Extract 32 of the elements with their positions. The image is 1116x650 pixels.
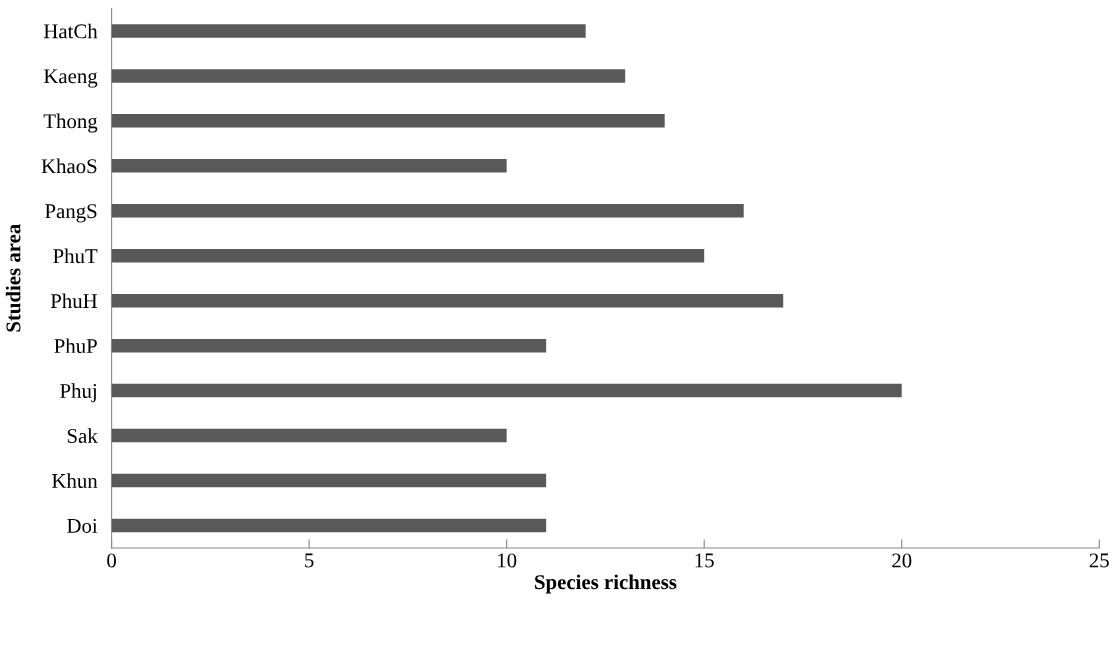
y-tick-label: Sak [67, 428, 98, 443]
y-tick-label: PhuT [53, 248, 98, 264]
y-axis-title: Studies area [5, 224, 21, 332]
bar [111, 518, 547, 533]
x-tick-label: 10 [498, 553, 517, 568]
x-axis-title: Species richness [535, 574, 677, 594]
y-tick-label: PhuH [50, 293, 98, 309]
bar [111, 204, 744, 218]
x-tick-label: 5 [305, 553, 314, 568]
y-tick-label: KhaoS [41, 158, 97, 174]
bar [111, 473, 547, 488]
bar [111, 293, 784, 308]
x-tick-label: 0 [107, 553, 117, 568]
bar [111, 248, 705, 263]
y-tick-label: Doi [67, 518, 98, 533]
y-tick-label: Khun [52, 473, 98, 488]
x-tick-label: 25 [1089, 553, 1109, 568]
y-tick-label: HatCh [43, 23, 98, 39]
bar [111, 383, 902, 398]
bar [111, 24, 586, 38]
y-tick-label: Phuj [60, 383, 96, 403]
bar [111, 114, 665, 128]
y-tick-label: PhuP [54, 338, 97, 354]
x-tick-label: 20 [892, 553, 912, 568]
x-tick-label: 15 [695, 553, 714, 568]
y-tick-label: Thong [43, 113, 98, 133]
bar [111, 338, 547, 353]
y-tick-label: PangS [45, 204, 97, 223]
bar [111, 428, 507, 443]
bar [111, 159, 507, 173]
bar [111, 69, 626, 83]
y-tick-label: Kaeng [43, 69, 98, 88]
